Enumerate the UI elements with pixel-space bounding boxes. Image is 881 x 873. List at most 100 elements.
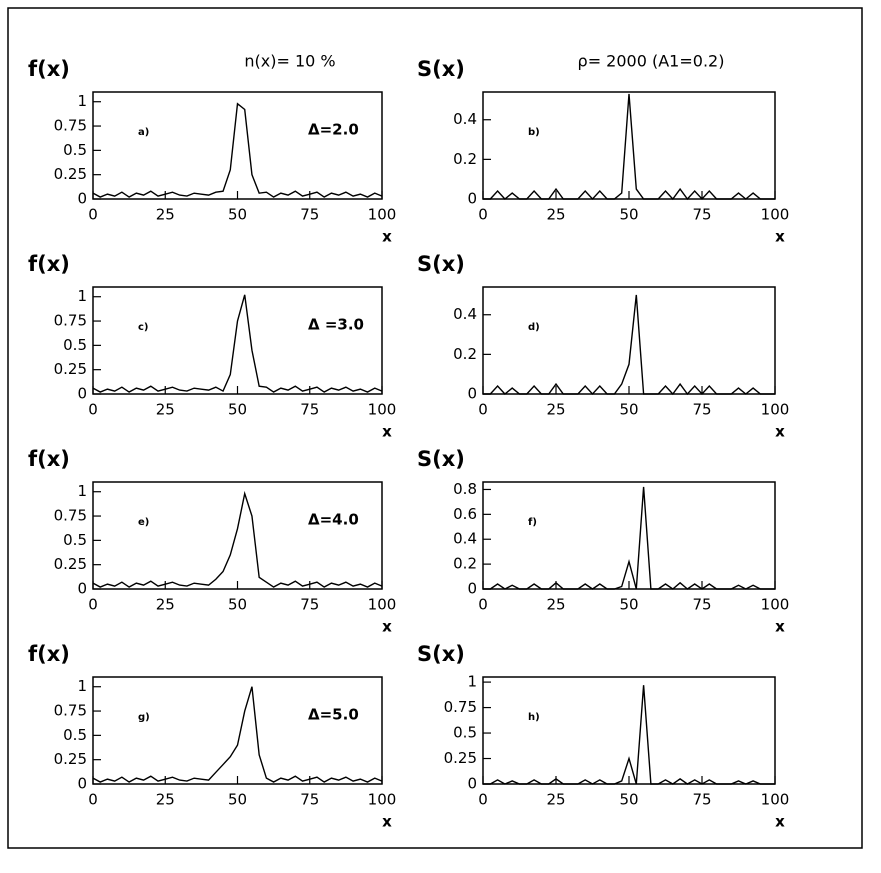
data-line bbox=[92, 490, 383, 588]
y-tick-label: 0.75 bbox=[54, 312, 87, 330]
x-axis-label: x bbox=[775, 618, 785, 636]
annotation: Δ=4.0 bbox=[308, 511, 359, 529]
panel: f(x) x e) Δ=4.0 0 0.25 0.5 0.75 1 0 25 50 75 100 bbox=[28, 447, 396, 636]
x-tick-label: 50 bbox=[228, 596, 247, 614]
y-tick-label: 0 bbox=[77, 190, 87, 208]
x-tick-label: 0 bbox=[88, 791, 98, 809]
x-tick-label: 50 bbox=[619, 401, 638, 419]
plot-frame bbox=[92, 286, 383, 395]
x-tick-label: 75 bbox=[300, 596, 319, 614]
y-tick-label: 0 bbox=[77, 775, 87, 793]
x-tick-label: 100 bbox=[761, 596, 790, 614]
y-tick-label: 0 bbox=[467, 190, 477, 208]
x-tick-label: 25 bbox=[546, 596, 565, 614]
panel: S(x) x h) 0 0.25 0.5 0.75 1 0 25 50 75 100 bbox=[417, 642, 789, 831]
chart-title: ρ= 2000 (A1=0.2) bbox=[578, 52, 725, 71]
data-line bbox=[92, 294, 383, 393]
y-tick-label: 0.4 bbox=[453, 110, 477, 128]
panel-label: h) bbox=[528, 712, 540, 723]
panel: n(x)= 10 % f(x) x a) Δ=2.0 0 0.25 0.5 0.75 1 0 25 50… bbox=[28, 52, 396, 246]
y-axis-label: S(x) bbox=[417, 447, 465, 471]
x-tick-label: 0 bbox=[478, 791, 488, 809]
x-tick-label: 25 bbox=[156, 401, 175, 419]
annotation: Δ=5.0 bbox=[308, 706, 359, 724]
y-tick-label: 0.25 bbox=[54, 165, 87, 183]
x-tick-label: 75 bbox=[300, 791, 319, 809]
x-tick-label: 100 bbox=[761, 791, 790, 809]
y-axis-label: S(x) bbox=[417, 252, 465, 276]
y-tick-label: 0.8 bbox=[453, 480, 477, 498]
y-tick-label: 0.75 bbox=[444, 698, 477, 716]
x-tick-label: 50 bbox=[619, 596, 638, 614]
x-tick-label: 75 bbox=[692, 596, 711, 614]
y-tick-label: 0.75 bbox=[54, 507, 87, 525]
x-tick-label: 0 bbox=[88, 206, 98, 224]
panel-label: b) bbox=[528, 127, 540, 138]
x-tick-label: 25 bbox=[156, 596, 175, 614]
y-tick-label: 0 bbox=[467, 775, 477, 793]
y-tick-label: 0.75 bbox=[54, 702, 87, 720]
x-tick-label: 50 bbox=[619, 206, 638, 224]
x-tick-label: 75 bbox=[300, 401, 319, 419]
y-tick-label: 0.2 bbox=[453, 555, 477, 573]
x-tick-label: 100 bbox=[761, 401, 790, 419]
panel-label: c) bbox=[138, 322, 149, 333]
x-tick-label: 25 bbox=[546, 791, 565, 809]
y-tick-label: 0.4 bbox=[453, 530, 477, 548]
panel-label: a) bbox=[138, 127, 149, 138]
x-tick-label: 75 bbox=[692, 401, 711, 419]
y-tick-label: 0.25 bbox=[444, 749, 477, 767]
x-tick-label: 50 bbox=[619, 791, 638, 809]
x-axis-label: x bbox=[382, 618, 392, 636]
x-tick-label: 0 bbox=[478, 206, 488, 224]
data-line bbox=[483, 486, 775, 590]
x-axis-label: x bbox=[382, 228, 392, 246]
x-tick-label: 75 bbox=[692, 791, 711, 809]
x-axis-label: x bbox=[382, 423, 392, 441]
x-axis-label: x bbox=[775, 813, 785, 831]
y-tick-label: 0.5 bbox=[63, 726, 87, 744]
panel-label: g) bbox=[138, 712, 150, 723]
y-tick-label: 1 bbox=[77, 287, 87, 305]
y-tick-label: 0.25 bbox=[54, 555, 87, 573]
plot-frame bbox=[482, 91, 776, 200]
x-tick-label: 50 bbox=[228, 206, 247, 224]
x-tick-label: 75 bbox=[300, 206, 319, 224]
x-tick-label: 100 bbox=[368, 596, 397, 614]
y-axis-label: f(x) bbox=[28, 642, 70, 666]
y-tick-label: 0.5 bbox=[453, 724, 477, 742]
x-axis-label: x bbox=[382, 813, 392, 831]
panel-label: d) bbox=[528, 322, 540, 333]
x-tick-label: 100 bbox=[761, 206, 790, 224]
annotation: Δ=2.0 bbox=[308, 121, 359, 139]
x-tick-label: 100 bbox=[368, 206, 397, 224]
y-tick-label: 0.4 bbox=[453, 305, 477, 323]
y-tick-label: 0.5 bbox=[63, 531, 87, 549]
y-axis-label: f(x) bbox=[28, 57, 70, 81]
panel: S(x) x f) 0 0.2 0.4 0.6 0.8 0 25 50 75 100 bbox=[417, 447, 789, 636]
chart-title: n(x)= 10 % bbox=[244, 52, 335, 71]
figure-border bbox=[7, 7, 863, 849]
x-tick-label: 0 bbox=[88, 596, 98, 614]
y-tick-label: 0.5 bbox=[63, 141, 87, 159]
y-tick-label: 1 bbox=[467, 673, 477, 691]
y-axis-label: S(x) bbox=[417, 642, 465, 666]
plot-frame bbox=[92, 676, 383, 785]
y-tick-label: 0 bbox=[77, 580, 87, 598]
panel-label: f) bbox=[528, 517, 537, 528]
x-tick-label: 25 bbox=[156, 791, 175, 809]
panel: S(x) x d) 0 0.2 0.4 0 25 50 75 100 bbox=[417, 252, 789, 441]
panel: f(x) x g) Δ=5.0 0 0.25 0.5 0.75 1 0 25 50 75 100 bbox=[28, 642, 396, 831]
data-line bbox=[92, 102, 383, 198]
y-axis-label: f(x) bbox=[28, 252, 70, 276]
y-tick-label: 0 bbox=[467, 580, 477, 598]
panel-label: e) bbox=[138, 517, 149, 528]
plot-frame bbox=[482, 286, 776, 395]
y-tick-label: 0.2 bbox=[453, 150, 477, 168]
plot-frame bbox=[92, 481, 383, 590]
plot-frame bbox=[482, 676, 776, 785]
y-tick-label: 0.2 bbox=[453, 345, 477, 363]
annotation: Δ =3.0 bbox=[308, 316, 364, 334]
